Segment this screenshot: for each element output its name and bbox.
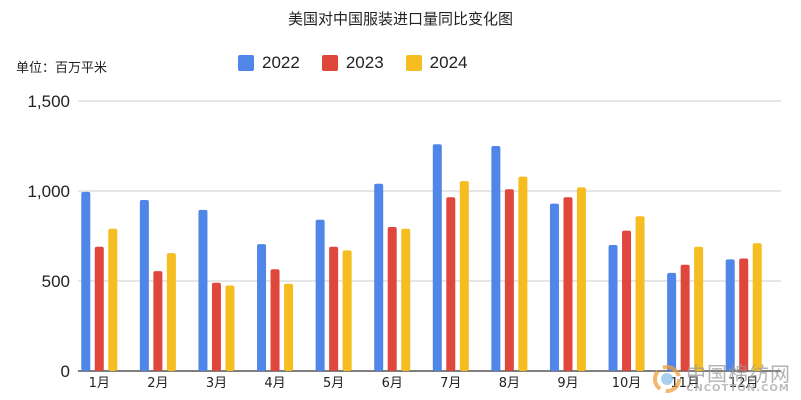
bar-2023-6 xyxy=(387,227,397,371)
x-tick-label: 1月 xyxy=(89,376,110,391)
bar-2024-12 xyxy=(752,243,762,371)
legend-swatch-2023 xyxy=(321,55,338,71)
bar-2022-4 xyxy=(257,244,267,371)
bar-2023-2 xyxy=(153,271,163,371)
x-tick-label: 8月 xyxy=(499,376,520,391)
y-tick-label: 1,500 xyxy=(27,92,70,111)
bar-2023-8 xyxy=(504,189,514,371)
bar-2023-12 xyxy=(739,258,749,371)
bar-2024-1 xyxy=(108,228,118,371)
bar-2024-10 xyxy=(635,216,645,371)
legend-label-2024: 2024 xyxy=(429,53,468,72)
bar-2024-6 xyxy=(401,228,411,371)
bar-2022-9 xyxy=(549,203,559,371)
bar-2023-3 xyxy=(211,282,221,371)
bar-2022-2 xyxy=(139,200,149,371)
x-tick-label: 10月 xyxy=(612,376,642,391)
bar-2023-11 xyxy=(680,264,690,371)
bar-2024-3 xyxy=(225,285,235,371)
bar-2022-11 xyxy=(667,272,677,371)
x-tick-label: 6月 xyxy=(382,376,403,391)
y-tick-label: 1,000 xyxy=(27,182,70,201)
legend-label-2023: 2023 xyxy=(345,53,384,72)
legend-swatch-2024 xyxy=(405,55,422,71)
bar-2023-4 xyxy=(270,269,280,371)
bar-2022-3 xyxy=(198,209,208,371)
legend-item-2023: 2023 xyxy=(321,53,384,73)
x-tick-label: 7月 xyxy=(440,376,461,391)
x-tick-label: 3月 xyxy=(206,376,227,391)
x-tick-label: 5月 xyxy=(323,376,344,391)
x-tick-label: 4月 xyxy=(264,376,285,391)
bar-2024-8 xyxy=(518,176,528,371)
legend: 2022 2023 2024 xyxy=(238,53,467,73)
bar-2024-9 xyxy=(576,187,586,371)
bar-2024-4 xyxy=(284,283,294,371)
bar-2023-1 xyxy=(94,246,104,371)
watermark: 中国棉纺网 CNCOTTON.COM xyxy=(652,364,791,394)
watermark-cn: 中国棉纺网 xyxy=(686,362,791,386)
bar-2022-1 xyxy=(81,191,91,371)
bar-2024-11 xyxy=(694,246,704,371)
bar-2022-5 xyxy=(315,219,325,371)
bar-2023-9 xyxy=(563,197,573,371)
bar-2022-12 xyxy=(725,259,735,371)
bar-2022-6 xyxy=(374,183,384,371)
legend-label-2022: 2022 xyxy=(262,53,300,72)
legend-item-2024: 2024 xyxy=(405,53,468,73)
legend-item-2022: 2022 xyxy=(238,53,300,73)
y-tick-label: 0 xyxy=(61,362,70,381)
watermark-en: CNCOTTON.COM xyxy=(686,383,790,394)
legend-swatch-2022 xyxy=(238,55,254,71)
bar-2022-8 xyxy=(491,146,501,371)
bar-2024-5 xyxy=(342,250,352,371)
chart-title: 美国对中国服装进口量同比变化图 xyxy=(287,10,513,28)
bar-2023-10 xyxy=(622,230,632,371)
unit-label: 单位：百万平米 xyxy=(16,61,108,76)
bar-2023-7 xyxy=(446,197,456,371)
x-tick-label: 12月 xyxy=(729,376,759,391)
bar-2022-10 xyxy=(608,245,618,371)
bar-2024-2 xyxy=(166,253,176,371)
y-tick-label: 500 xyxy=(42,272,70,291)
x-tick-label: 2月 xyxy=(147,376,168,391)
bar-2024-7 xyxy=(459,181,469,371)
bar-2023-5 xyxy=(329,246,339,371)
cotton-logo-icon xyxy=(653,365,681,393)
bar-2022-7 xyxy=(432,144,442,371)
x-tick-label: 9月 xyxy=(557,376,578,391)
